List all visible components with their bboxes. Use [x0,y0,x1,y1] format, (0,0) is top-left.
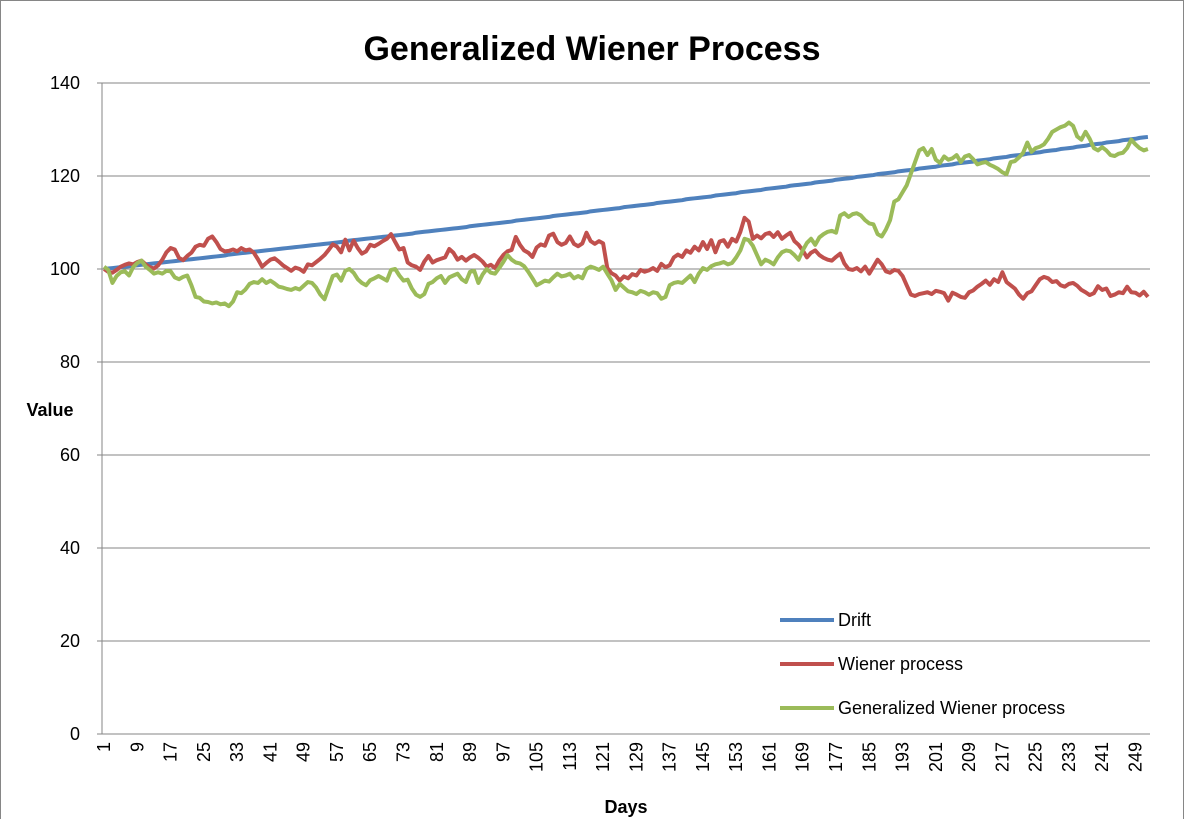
axes: 0 20 40 60 80 100 120 140 1 9 17 25 33 41 49 57 65 73 81 89… [50,73,1150,772]
y-tick-label: 60 [60,445,80,465]
x-tick-label: 81 [427,742,447,762]
y-tick-label: 140 [50,73,80,93]
x-tick-label: 177 [826,742,846,772]
x-tick-label: 65 [360,742,380,762]
x-tick-label: 73 [394,742,414,762]
y-tick-label: 120 [50,166,80,186]
x-tick-label: 201 [926,742,946,772]
x-tick-label: 121 [593,742,613,772]
y-tick-label: 0 [70,724,80,744]
x-tick-label: 129 [626,742,646,772]
x-tick-label: 137 [660,742,680,772]
x-tick-label: 89 [460,742,480,762]
x-tick-label: 145 [693,742,713,772]
grid [102,82,1150,735]
x-tick-label: 49 [294,742,314,762]
x-tick-label: 225 [1026,742,1046,772]
x-tick-label: 1 [94,742,114,752]
y-tick-label: 80 [60,352,80,372]
x-tick-label: 113 [560,742,580,771]
chart-title: Generalized Wiener Process [363,30,820,68]
x-tick-label: 97 [493,742,513,762]
x-tick-label: 241 [1092,742,1112,772]
y-tick-label: 100 [50,259,80,279]
x-tick-label: 105 [527,742,547,772]
x-tick-label: 161 [759,742,779,772]
x-tick-label: 25 [194,742,214,762]
line-series [102,215,1150,303]
legend-label: Wiener process [838,654,963,674]
x-tick-label: 57 [327,742,347,762]
y-tick-label: 40 [60,538,80,558]
x-tick-label: 9 [127,742,147,752]
x-tick-label: 33 [227,742,247,762]
x-tick-label: 249 [1125,742,1145,772]
x-tick-label: 153 [726,742,746,772]
x-tick-label: 193 [893,742,913,772]
x-tick-label: 209 [959,742,979,772]
x-tick-label: 233 [1059,742,1079,772]
y-tick-label: 20 [60,631,80,651]
x-tick-label: 17 [161,742,181,762]
plot-lines [102,120,1150,309]
legend-label: Generalized Wiener process [838,698,1065,718]
x-axis-title: Days [604,797,647,817]
line-series [102,120,1149,309]
legend: Drift Wiener process Generalized Wiener pr… [780,610,1065,718]
x-tick-label: 217 [992,742,1012,772]
y-axis-title: Value [26,400,73,420]
x-tick-label: 169 [793,742,813,772]
legend-label: Drift [838,610,871,630]
x-tick-label: 185 [859,742,879,772]
x-tick-label: 41 [260,742,280,762]
